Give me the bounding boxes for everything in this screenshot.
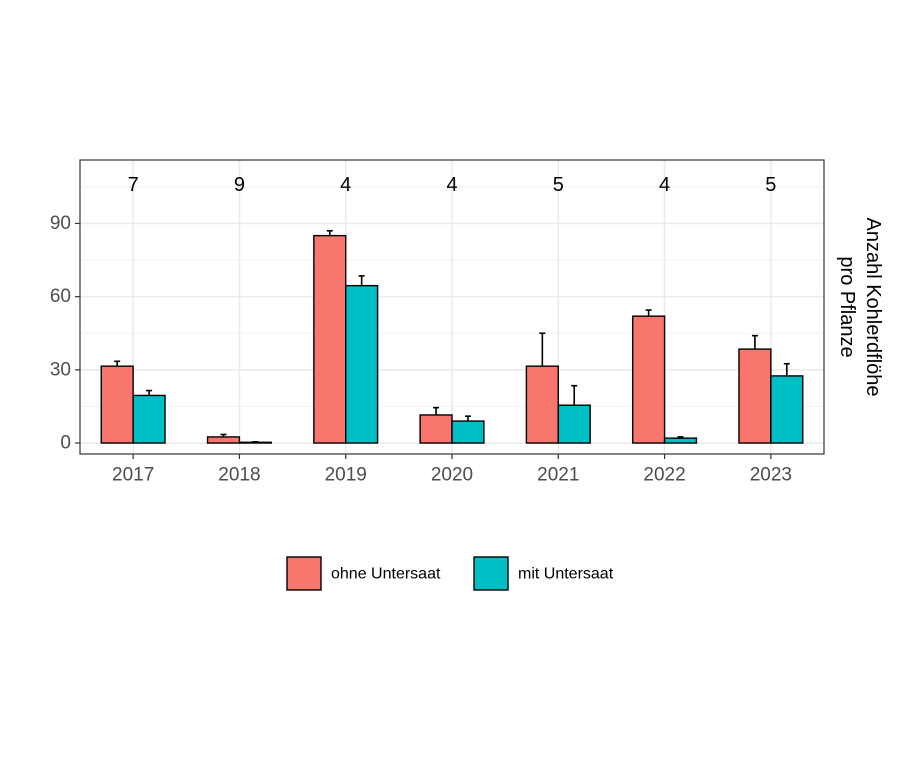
bar-ohne-2021 bbox=[525, 365, 559, 444]
x-tick-label-2019: 2019 bbox=[325, 465, 367, 486]
legend-swatch bbox=[286, 556, 322, 591]
y-axis-title: Anzahl Kohlerdflöhe pro Pflanze bbox=[836, 217, 884, 396]
x-tick-label-2017: 2017 bbox=[112, 465, 154, 486]
error-bar-mit-2021 bbox=[571, 384, 578, 406]
y-axis-title-line-1: Anzahl Kohlerdflöhe bbox=[862, 217, 884, 396]
error-bar-ohne-2022 bbox=[645, 309, 652, 317]
count-label-2023: 5 bbox=[765, 174, 776, 196]
sample-count-labels: 7 9 4 4 5 4 5 bbox=[128, 174, 777, 196]
x-tick-label-2018: 2018 bbox=[218, 465, 260, 486]
bar-ohne-2020 bbox=[419, 414, 453, 444]
error-bar-ohne-2020 bbox=[433, 406, 440, 415]
error-bar-ohne-2018 bbox=[220, 433, 227, 437]
bar-mit-2019 bbox=[345, 284, 379, 444]
y-tick-label: 90 bbox=[50, 213, 71, 234]
error-bar-mit-2020 bbox=[464, 415, 471, 422]
error-bar-ohne-2019 bbox=[326, 229, 333, 236]
error-bar-mit-2019 bbox=[358, 275, 365, 286]
error-bar-ohne-2017 bbox=[114, 360, 121, 367]
bar-mit-2023 bbox=[770, 375, 804, 444]
y-axis: 0 30 60 90 bbox=[50, 213, 80, 454]
error-bar-mit-2022 bbox=[677, 436, 684, 439]
bar-mit-2020 bbox=[451, 420, 485, 444]
y-tick-label: 30 bbox=[50, 359, 71, 380]
legend-item-mit-untersaat: mit Untersaat bbox=[473, 556, 614, 591]
count-label-2020: 4 bbox=[446, 174, 457, 196]
error-bars bbox=[114, 229, 790, 443]
bar-ohne-2018 bbox=[206, 436, 241, 444]
error-bar-mit-2023 bbox=[783, 362, 790, 376]
count-label-2018: 9 bbox=[234, 174, 245, 196]
count-label-2017: 7 bbox=[128, 174, 139, 196]
legend-label: mit Untersaat bbox=[518, 566, 614, 583]
bar-ohne-2017 bbox=[100, 365, 134, 444]
bar-mit-2022 bbox=[663, 437, 698, 444]
bar-ohne-2019 bbox=[313, 234, 347, 444]
count-label-2021: 5 bbox=[553, 174, 564, 196]
x-tick-label-2023: 2023 bbox=[750, 465, 792, 486]
error-bar-ohne-2023 bbox=[751, 334, 758, 350]
x-tick-label-2020: 2020 bbox=[431, 465, 473, 486]
y-tick-label: 0 bbox=[60, 433, 71, 454]
legend-swatch bbox=[473, 556, 509, 591]
error-bar-mit-2017 bbox=[146, 389, 153, 396]
bar-mit-2017 bbox=[132, 394, 166, 444]
x-tick-label-2021: 2021 bbox=[537, 465, 579, 486]
y-tick-label: 60 bbox=[50, 286, 71, 307]
bars bbox=[100, 234, 804, 444]
error-bar-ohne-2021 bbox=[539, 332, 546, 367]
x-axis: 2017 2018 2019 2020 2021 2022 2023 bbox=[112, 454, 792, 486]
legend-item-ohne-untersaat: ohne Untersaat bbox=[286, 556, 441, 591]
count-label-2019: 4 bbox=[340, 174, 351, 196]
y-axis-title-line-2: pro Pflanze bbox=[836, 256, 858, 357]
bar-ohne-2022 bbox=[631, 315, 666, 444]
x-tick-label-2022: 2022 bbox=[643, 465, 685, 486]
legend: ohne Untersaat mit Untersaat bbox=[286, 556, 614, 591]
bar-ohne-2023 bbox=[738, 348, 772, 444]
legend-label: ohne Untersaat bbox=[331, 566, 441, 583]
count-label-2022: 4 bbox=[659, 174, 670, 196]
bar-mit-2021 bbox=[557, 404, 591, 444]
